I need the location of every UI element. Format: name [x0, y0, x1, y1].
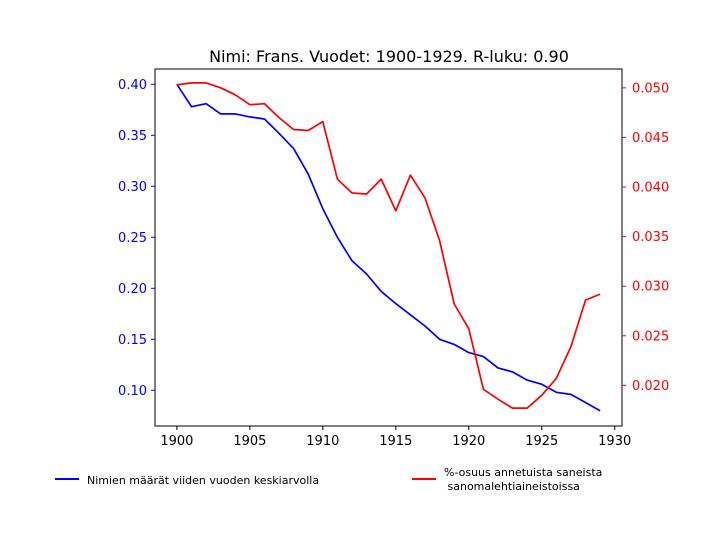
left-tick-label: 0.25 — [118, 231, 147, 246]
right-tick-label: 0.035 — [632, 230, 669, 245]
left-tick-label: 0.40 — [118, 78, 147, 93]
left-tick-label: 0.15 — [118, 333, 147, 348]
legend: Nimien määrät viiden vuoden keskiarvolla… — [55, 466, 602, 493]
plot-frame — [154, 68, 623, 427]
left-tick-label: 0.30 — [118, 180, 147, 195]
x-tick-label: 1900 — [160, 434, 193, 449]
series-line-token-share — [176, 82, 601, 409]
right-tick-label: 0.040 — [632, 181, 669, 196]
right-tick-label: 0.025 — [632, 329, 669, 344]
right-y-axis: 0.020 0.025 0.030 0.035 0.040 0.045 0.050 — [622, 81, 669, 394]
x-tick-label: 1930 — [598, 434, 631, 449]
right-tick-label: 0.030 — [632, 280, 669, 295]
x-tick-label: 1910 — [306, 434, 339, 449]
legend-label-token-share: %-osuus annetuista saneista sanomalehtia… — [444, 466, 602, 493]
x-axis: 1900 1905 1910 1915 1920 1925 1930 — [160, 426, 631, 449]
x-tick-label: 1905 — [233, 434, 266, 449]
x-tick-label: 1920 — [452, 434, 485, 449]
right-tick-label: 0.050 — [632, 81, 669, 96]
legend-label-names-average: Nimien määrät viiden vuoden keskiarvolla — [87, 474, 319, 487]
x-tick-label: 1925 — [525, 434, 558, 449]
x-tick-label: 1915 — [379, 434, 412, 449]
series-layer — [176, 82, 601, 412]
right-tick-label: 0.020 — [632, 379, 669, 394]
left-tick-label: 0.10 — [118, 384, 147, 399]
right-tick-label: 0.045 — [632, 131, 669, 146]
left-tick-label: 0.20 — [118, 282, 147, 297]
series-line-names-average — [176, 83, 601, 412]
left-tick-label: 0.35 — [118, 129, 147, 144]
left-y-axis: 0.10 0.15 0.20 0.25 0.30 0.35 0.40 — [118, 78, 155, 399]
chart-title: Nimi: Frans. Vuodet: 1900-1929. R-luku: … — [209, 47, 569, 66]
